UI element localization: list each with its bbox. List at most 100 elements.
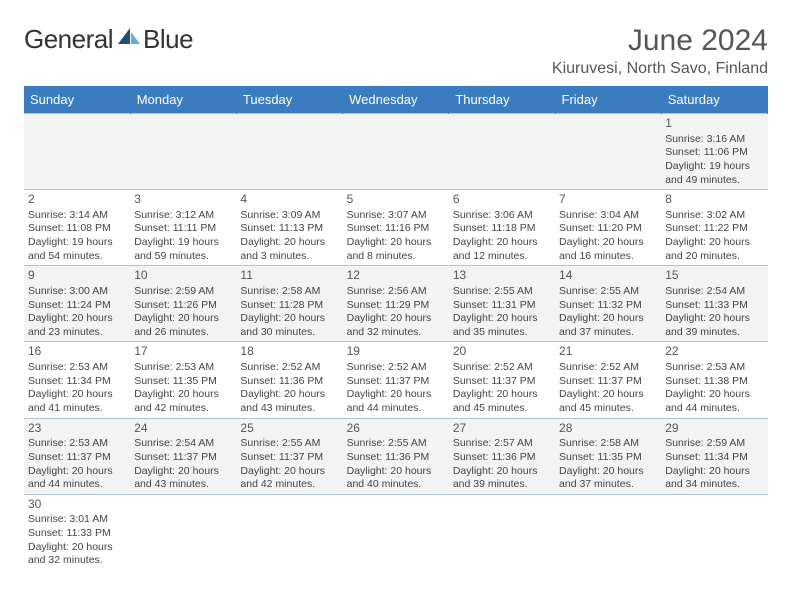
calendar-empty-cell xyxy=(130,494,236,570)
calendar-empty-cell xyxy=(661,494,767,570)
day-number: 8 xyxy=(665,192,763,208)
sunset-text: Sunset: 11:36 PM xyxy=(240,375,338,389)
calendar-week-row: 30Sunrise: 3:01 AMSunset: 11:33 PMDaylig… xyxy=(24,494,768,570)
daylight-text: Daylight: 20 hours and 45 minutes. xyxy=(559,388,657,415)
day-number: 6 xyxy=(453,192,551,208)
daylight-text: Daylight: 20 hours and 40 minutes. xyxy=(347,465,445,492)
daylight-text: Daylight: 19 hours and 59 minutes. xyxy=(134,236,232,263)
calendar-day-cell: 20Sunrise: 2:52 AMSunset: 11:37 PMDaylig… xyxy=(449,342,555,418)
sunset-text: Sunset: 11:20 PM xyxy=(559,222,657,236)
calendar-day-cell: 15Sunrise: 2:54 AMSunset: 11:33 PMDaylig… xyxy=(661,266,767,342)
calendar-day-cell: 27Sunrise: 2:57 AMSunset: 11:36 PMDaylig… xyxy=(449,418,555,494)
sail-icon xyxy=(116,24,142,55)
day-number: 29 xyxy=(665,421,763,437)
day-number: 18 xyxy=(240,344,338,360)
calendar-header-row: SundayMondayTuesdayWednesdayThursdayFrid… xyxy=(24,86,768,114)
weekday-header: Wednesday xyxy=(343,86,449,114)
day-number: 26 xyxy=(347,421,445,437)
sunrise-text: Sunrise: 2:55 AM xyxy=(453,285,551,299)
day-number: 3 xyxy=(134,192,232,208)
calendar-day-cell: 23Sunrise: 2:53 AMSunset: 11:37 PMDaylig… xyxy=(24,418,130,494)
sunset-text: Sunset: 11:37 PM xyxy=(347,375,445,389)
calendar-week-row: 2Sunrise: 3:14 AMSunset: 11:08 PMDayligh… xyxy=(24,190,768,266)
day-number: 19 xyxy=(347,344,445,360)
header: General Blue June 2024 Kiuruvesi, North … xyxy=(24,24,768,78)
sunset-text: Sunset: 11:08 PM xyxy=(28,222,126,236)
daylight-text: Daylight: 20 hours and 34 minutes. xyxy=(665,465,763,492)
sunrise-text: Sunrise: 3:09 AM xyxy=(240,209,338,223)
sunset-text: Sunset: 11:37 PM xyxy=(28,451,126,465)
daylight-text: Daylight: 19 hours and 54 minutes. xyxy=(28,236,126,263)
day-number: 17 xyxy=(134,344,232,360)
sunset-text: Sunset: 11:33 PM xyxy=(28,527,126,541)
sunrise-text: Sunrise: 2:53 AM xyxy=(134,361,232,375)
sunrise-text: Sunrise: 2:52 AM xyxy=(347,361,445,375)
day-number: 28 xyxy=(559,421,657,437)
sunset-text: Sunset: 11:38 PM xyxy=(665,375,763,389)
day-number: 15 xyxy=(665,268,763,284)
calendar-day-cell: 4Sunrise: 3:09 AMSunset: 11:13 PMDayligh… xyxy=(236,190,342,266)
day-number: 13 xyxy=(453,268,551,284)
daylight-text: Daylight: 20 hours and 32 minutes. xyxy=(347,312,445,339)
weekday-header: Thursday xyxy=(449,86,555,114)
brand-logo: General Blue xyxy=(24,24,193,55)
day-number: 22 xyxy=(665,344,763,360)
calendar-empty-cell xyxy=(449,114,555,190)
sunset-text: Sunset: 11:16 PM xyxy=(347,222,445,236)
sunrise-text: Sunrise: 2:55 AM xyxy=(347,437,445,451)
day-number: 9 xyxy=(28,268,126,284)
day-number: 12 xyxy=(347,268,445,284)
sunrise-text: Sunrise: 2:57 AM xyxy=(453,437,551,451)
calendar-day-cell: 11Sunrise: 2:58 AMSunset: 11:28 PMDaylig… xyxy=(236,266,342,342)
sunrise-text: Sunrise: 2:55 AM xyxy=(240,437,338,451)
calendar-empty-cell xyxy=(24,114,130,190)
calendar-week-row: 9Sunrise: 3:00 AMSunset: 11:24 PMDayligh… xyxy=(24,266,768,342)
sunset-text: Sunset: 11:35 PM xyxy=(559,451,657,465)
day-number: 5 xyxy=(347,192,445,208)
day-number: 7 xyxy=(559,192,657,208)
sunrise-text: Sunrise: 2:52 AM xyxy=(453,361,551,375)
day-number: 25 xyxy=(240,421,338,437)
daylight-text: Daylight: 20 hours and 37 minutes. xyxy=(559,312,657,339)
day-number: 4 xyxy=(240,192,338,208)
daylight-text: Daylight: 20 hours and 32 minutes. xyxy=(28,541,126,568)
calendar-empty-cell xyxy=(555,114,661,190)
calendar-day-cell: 14Sunrise: 2:55 AMSunset: 11:32 PMDaylig… xyxy=(555,266,661,342)
daylight-text: Daylight: 20 hours and 45 minutes. xyxy=(453,388,551,415)
daylight-text: Daylight: 20 hours and 42 minutes. xyxy=(134,388,232,415)
daylight-text: Daylight: 20 hours and 35 minutes. xyxy=(453,312,551,339)
sunset-text: Sunset: 11:36 PM xyxy=(347,451,445,465)
weekday-header: Sunday xyxy=(24,86,130,114)
daylight-text: Daylight: 20 hours and 30 minutes. xyxy=(240,312,338,339)
calendar-empty-cell xyxy=(130,114,236,190)
sunrise-text: Sunrise: 2:59 AM xyxy=(665,437,763,451)
daylight-text: Daylight: 20 hours and 44 minutes. xyxy=(347,388,445,415)
sunrise-text: Sunrise: 2:53 AM xyxy=(665,361,763,375)
daylight-text: Daylight: 20 hours and 26 minutes. xyxy=(134,312,232,339)
sunrise-text: Sunrise: 2:58 AM xyxy=(559,437,657,451)
day-number: 2 xyxy=(28,192,126,208)
calendar-day-cell: 22Sunrise: 2:53 AMSunset: 11:38 PMDaylig… xyxy=(661,342,767,418)
day-number: 1 xyxy=(665,116,763,132)
calendar-week-row: 16Sunrise: 2:53 AMSunset: 11:34 PMDaylig… xyxy=(24,342,768,418)
brand-name-2: Blue xyxy=(143,24,193,55)
calendar-day-cell: 28Sunrise: 2:58 AMSunset: 11:35 PMDaylig… xyxy=(555,418,661,494)
sunset-text: Sunset: 11:35 PM xyxy=(134,375,232,389)
day-number: 23 xyxy=(28,421,126,437)
daylight-text: Daylight: 19 hours and 49 minutes. xyxy=(665,160,763,187)
calendar-day-cell: 7Sunrise: 3:04 AMSunset: 11:20 PMDayligh… xyxy=(555,190,661,266)
daylight-text: Daylight: 20 hours and 43 minutes. xyxy=(134,465,232,492)
calendar-day-cell: 16Sunrise: 2:53 AMSunset: 11:34 PMDaylig… xyxy=(24,342,130,418)
daylight-text: Daylight: 20 hours and 12 minutes. xyxy=(453,236,551,263)
calendar-day-cell: 6Sunrise: 3:06 AMSunset: 11:18 PMDayligh… xyxy=(449,190,555,266)
day-number: 24 xyxy=(134,421,232,437)
day-number: 16 xyxy=(28,344,126,360)
calendar-day-cell: 17Sunrise: 2:53 AMSunset: 11:35 PMDaylig… xyxy=(130,342,236,418)
calendar-day-cell: 13Sunrise: 2:55 AMSunset: 11:31 PMDaylig… xyxy=(449,266,555,342)
sunrise-text: Sunrise: 2:54 AM xyxy=(665,285,763,299)
daylight-text: Daylight: 20 hours and 23 minutes. xyxy=(28,312,126,339)
sunrise-text: Sunrise: 2:54 AM xyxy=(134,437,232,451)
weekday-header: Saturday xyxy=(661,86,767,114)
calendar-day-cell: 19Sunrise: 2:52 AMSunset: 11:37 PMDaylig… xyxy=(343,342,449,418)
daylight-text: Daylight: 20 hours and 3 minutes. xyxy=(240,236,338,263)
